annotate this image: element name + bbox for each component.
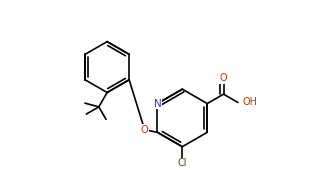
Text: Cl: Cl (178, 158, 187, 168)
Text: N: N (154, 99, 161, 109)
Text: OH: OH (243, 97, 258, 107)
Text: O: O (141, 125, 149, 135)
Text: O: O (220, 73, 227, 83)
